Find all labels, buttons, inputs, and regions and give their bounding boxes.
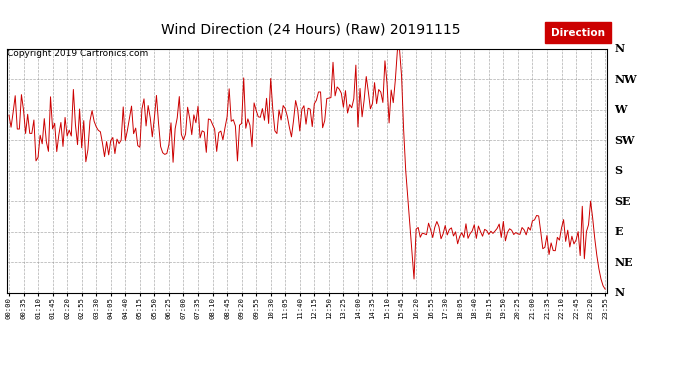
- Text: SW: SW: [614, 135, 635, 146]
- Text: Copyright 2019 Cartronics.com: Copyright 2019 Cartronics.com: [7, 49, 148, 58]
- Text: SE: SE: [614, 196, 631, 207]
- Text: W: W: [614, 104, 627, 115]
- Text: E: E: [614, 226, 622, 237]
- Text: Direction: Direction: [551, 28, 605, 38]
- Text: N: N: [614, 287, 624, 298]
- Text: NE: NE: [614, 256, 633, 267]
- Text: N: N: [614, 43, 624, 54]
- Text: NW: NW: [614, 74, 637, 85]
- Text: Wind Direction (24 Hours) (Raw) 20191115: Wind Direction (24 Hours) (Raw) 20191115: [161, 22, 460, 36]
- Text: S: S: [614, 165, 622, 176]
